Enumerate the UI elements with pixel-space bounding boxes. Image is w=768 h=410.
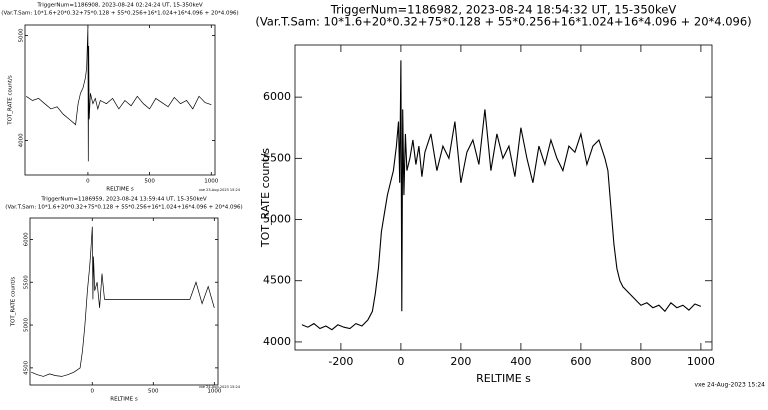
x-tick-label: 1000 bbox=[204, 179, 218, 185]
chart-subtitle: (Var.T.Sam: 10*1.6+20*0.32+75*0.128 + 55… bbox=[1, 11, 238, 17]
x-tick-label: 0 bbox=[86, 179, 90, 185]
x-tick-label: 400 bbox=[510, 355, 531, 368]
y-axis-label: TOT_RATE count/s bbox=[259, 148, 272, 248]
y-tick-label: 6000 bbox=[263, 90, 291, 103]
y-tick-label: 5500 bbox=[24, 275, 30, 289]
x-tick-label: 1000 bbox=[687, 355, 715, 368]
footnote: vxe 24-Aug-2023 15:24 bbox=[199, 385, 241, 389]
x-tick-label: 200 bbox=[450, 355, 471, 368]
chart-subtitle: (Var.T.Sam: 10*1.6+20*0.32+75*0.128 + 55… bbox=[255, 15, 751, 29]
light-curve bbox=[26, 27, 212, 162]
y-tick-label: 4000 bbox=[19, 133, 25, 147]
y-tick-label: 5500 bbox=[263, 151, 291, 164]
x-tick-label: 0 bbox=[91, 389, 95, 395]
x-tick-label: 500 bbox=[144, 179, 155, 185]
y-tick-label: 6000 bbox=[24, 232, 30, 246]
x-tick-label: 0 bbox=[397, 355, 404, 368]
x-axis-label: RELTIME s bbox=[106, 187, 134, 193]
y-tick-label: 4000 bbox=[263, 335, 291, 348]
footnote: vxe 24-Aug-2023 15:24 bbox=[694, 382, 765, 389]
plot-frame bbox=[294, 44, 713, 351]
chart-title: TriggerNum=1186959, 2023-08-24 13:59:44 … bbox=[40, 197, 206, 203]
plot-frame bbox=[29, 217, 219, 386]
y-tick-label: 5000 bbox=[19, 28, 25, 42]
chart-title: TriggerNum=1186982, 2023-08-24 18:54:32 … bbox=[330, 3, 677, 17]
light-curve bbox=[31, 226, 215, 377]
chart-title: TriggerNum=1186908, 2023-08-24 02:24:24 … bbox=[36, 3, 202, 9]
light-curve bbox=[301, 60, 702, 331]
y-axis-label: TOT_RATE count/s bbox=[8, 75, 14, 126]
x-tick-label: 600 bbox=[570, 355, 591, 368]
chart-subtitle: (Var.T.Sam: 10*1.6+20*0.32+75*0.128 + 55… bbox=[5, 205, 242, 211]
x-axis-label: RELTIME s bbox=[476, 372, 531, 385]
x-tick-label: 800 bbox=[630, 355, 651, 368]
x-tick-label: -200 bbox=[328, 355, 353, 368]
plot-frame bbox=[24, 24, 216, 176]
x-axis-label: RELTIME s bbox=[110, 397, 138, 403]
y-tick-label: 4500 bbox=[263, 274, 291, 287]
y-tick-label: 5000 bbox=[263, 213, 291, 226]
y-tick-label: 4500 bbox=[24, 360, 30, 374]
footnote: vxe 23-Aug-2023 15:24 bbox=[199, 188, 241, 192]
y-axis-label: TOT_RATE count/s bbox=[11, 277, 17, 328]
x-tick-label: 1000 bbox=[207, 389, 221, 395]
x-tick-label: 500 bbox=[148, 389, 159, 395]
y-tick-label: 5000 bbox=[24, 318, 30, 332]
